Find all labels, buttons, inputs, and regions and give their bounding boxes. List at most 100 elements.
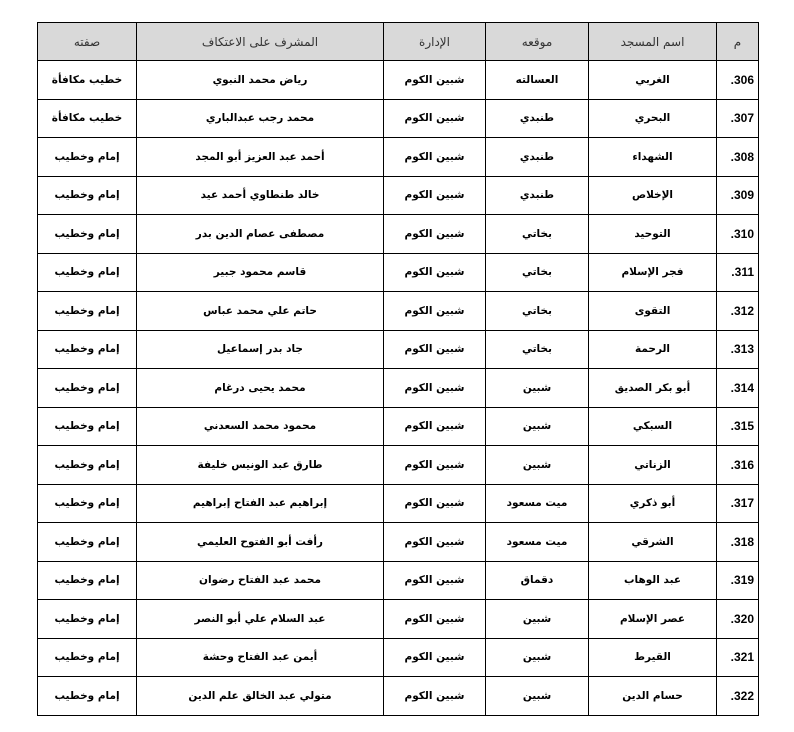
role-cell: خطيب مكافأة	[37, 98, 137, 138]
row-number-cell: 313.	[716, 329, 759, 369]
location-cell: شبين	[485, 637, 589, 677]
administration-cell: شبين الكوم	[383, 329, 486, 369]
row-number-cell: 321.	[716, 637, 759, 677]
header-mosque-name: اسم المسجد	[588, 22, 717, 61]
role-cell: إمام وخطيب	[37, 329, 137, 369]
location-cell: طنبدي	[485, 137, 589, 177]
table-row: 311. فجر الإسلام بخاتي شبين الكوم قاسم محمود…	[37, 252, 759, 292]
table-row: 317. أبو ذكري ميت مسعود شبين الكوم إبراهيم ع…	[37, 483, 759, 523]
administration-cell: شبين الكوم	[383, 98, 486, 138]
header-administration: الإدارة	[383, 22, 486, 61]
supervisor-cell: طارق عبد الونيس خليفة	[136, 445, 384, 485]
supervisor-cell: حاتم علي محمد عباس	[136, 291, 384, 331]
mosque-name-cell: أبو ذكري	[588, 483, 717, 523]
location-cell: بخاتي	[485, 214, 589, 254]
mosque-name-cell: القيرط	[588, 637, 717, 677]
row-number-cell: 317.	[716, 483, 759, 523]
supervisor-cell: مصطفى عصام الدين بدر	[136, 214, 384, 254]
supervisor-cell: محمد عبد الفتاح رضوان	[136, 560, 384, 600]
table-row: 316. الزناتي شبين شبين الكوم طارق عبد الونيس…	[37, 445, 759, 485]
role-cell: إمام وخطيب	[37, 175, 137, 215]
table-row: 313. الرحمة بخاتي شبين الكوم جاد بدر إسماعيل…	[37, 329, 759, 369]
row-number-cell: 318.	[716, 522, 759, 562]
location-cell: ميت مسعود	[485, 483, 589, 523]
administration-cell: شبين الكوم	[383, 560, 486, 600]
row-number-cell: 314.	[716, 368, 759, 408]
table-row: 318. الشرقي ميت مسعود شبين الكوم رأفت أبو ال…	[37, 522, 759, 562]
row-number-cell: 315.	[716, 406, 759, 446]
table-row: 319. عبد الوهاب دقماق شبين الكوم محمد عبد ال…	[37, 560, 759, 600]
table-row: 310. التوحيد بخاتي شبين الكوم مصطفى عصام الد…	[37, 214, 759, 254]
supervisor-cell: خالد طنطاوي أحمد عيد	[136, 175, 384, 215]
mosque-name-cell: السبكي	[588, 406, 717, 446]
header-supervisor: المشرف على الاعتكاف	[136, 22, 384, 61]
mosque-name-cell: عصر الإسلام	[588, 599, 717, 639]
administration-cell: شبين الكوم	[383, 445, 486, 485]
administration-cell: شبين الكوم	[383, 483, 486, 523]
table-row: 322. حسام الدين شبين شبين الكوم متولي عبد ال…	[37, 676, 759, 716]
location-cell: شبين	[485, 445, 589, 485]
table-row: 314. أبو بكر الصديق شبين شبين الكوم محمد يحي…	[37, 368, 759, 408]
table-row: 320. عصر الإسلام شبين شبين الكوم عبد السلام …	[37, 599, 759, 639]
role-cell: خطيب مكافأة	[37, 60, 137, 100]
row-number-cell: 309.	[716, 175, 759, 215]
location-cell: طنبدي	[485, 175, 589, 215]
administration-cell: شبين الكوم	[383, 252, 486, 292]
supervisor-cell: محمد رجب عبدالباري	[136, 98, 384, 138]
role-cell: إمام وخطيب	[37, 214, 137, 254]
mosques-table: م اسم المسجد موقعه الإدارة المشرف على ال…	[37, 22, 759, 716]
role-cell: إمام وخطيب	[37, 599, 137, 639]
supervisor-cell: رأفت أبو الفتوح العليمي	[136, 522, 384, 562]
row-number-cell: 311.	[716, 252, 759, 292]
table-row: 306. الغربي العسالته شبين الكوم رياض محمد ال…	[37, 60, 759, 100]
mosque-name-cell: فجر الإسلام	[588, 252, 717, 292]
supervisor-cell: متولي عبد الخالق علم الدين	[136, 676, 384, 716]
role-cell: إمام وخطيب	[37, 560, 137, 600]
location-cell: طنبدي	[485, 98, 589, 138]
row-number-cell: 310.	[716, 214, 759, 254]
mosque-name-cell: الإخلاص	[588, 175, 717, 215]
administration-cell: شبين الكوم	[383, 60, 486, 100]
role-cell: إمام وخطيب	[37, 406, 137, 446]
row-number-cell: 319.	[716, 560, 759, 600]
administration-cell: شبين الكوم	[383, 599, 486, 639]
mosque-name-cell: التوحيد	[588, 214, 717, 254]
location-cell: بخاتي	[485, 252, 589, 292]
administration-cell: شبين الكوم	[383, 137, 486, 177]
table-row: 315. السبكي شبين شبين الكوم محمود محمد السعد…	[37, 406, 759, 446]
supervisor-cell: أحمد عبد العزيز أبو المجد	[136, 137, 384, 177]
location-cell: العسالته	[485, 60, 589, 100]
administration-cell: شبين الكوم	[383, 368, 486, 408]
administration-cell: شبين الكوم	[383, 406, 486, 446]
table-row: 309. الإخلاص طنبدي شبين الكوم خالد طنطاوي أح…	[37, 175, 759, 215]
location-cell: دقماق	[485, 560, 589, 600]
location-cell: بخاتي	[485, 291, 589, 331]
location-cell: شبين	[485, 406, 589, 446]
row-number-cell: 316.	[716, 445, 759, 485]
header-number: م	[716, 22, 759, 61]
role-cell: إمام وخطيب	[37, 445, 137, 485]
mosque-name-cell: حسام الدين	[588, 676, 717, 716]
header-location: موقعه	[485, 22, 589, 61]
role-cell: إمام وخطيب	[37, 483, 137, 523]
supervisor-cell: محمد يحيى درغام	[136, 368, 384, 408]
mosque-name-cell: التقوى	[588, 291, 717, 331]
row-number-cell: 312.	[716, 291, 759, 331]
mosque-name-cell: الغربي	[588, 60, 717, 100]
supervisor-cell: إبراهيم عبد الفتاح إبراهيم	[136, 483, 384, 523]
location-cell: شبين	[485, 368, 589, 408]
location-cell: شبين	[485, 676, 589, 716]
administration-cell: شبين الكوم	[383, 214, 486, 254]
row-number-cell: 322.	[716, 676, 759, 716]
location-cell: ميت مسعود	[485, 522, 589, 562]
role-cell: إمام وخطيب	[37, 522, 137, 562]
header-row: م اسم المسجد موقعه الإدارة المشرف على ال…	[37, 22, 759, 61]
mosque-name-cell: الشهداء	[588, 137, 717, 177]
table-row: 321. القيرط شبين شبين الكوم أيمن عبد الفتاح …	[37, 637, 759, 677]
administration-cell: شبين الكوم	[383, 637, 486, 677]
administration-cell: شبين الكوم	[383, 291, 486, 331]
administration-cell: شبين الكوم	[383, 676, 486, 716]
role-cell: إمام وخطيب	[37, 368, 137, 408]
role-cell: إمام وخطيب	[37, 252, 137, 292]
administration-cell: شبين الكوم	[383, 175, 486, 215]
